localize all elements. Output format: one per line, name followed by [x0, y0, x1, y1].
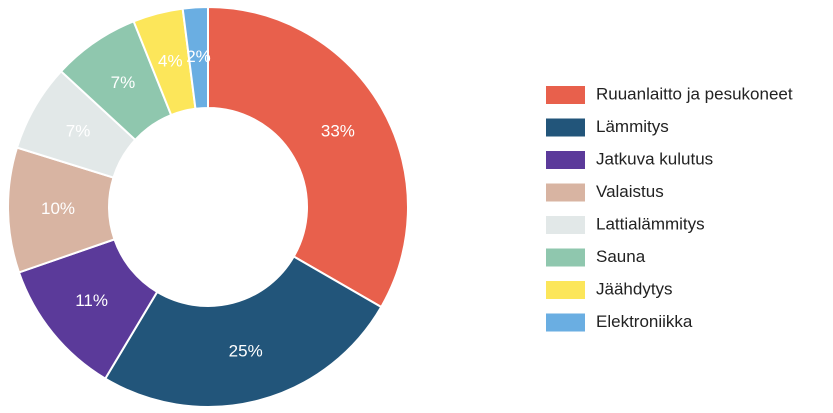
- legend-swatch: [546, 118, 585, 137]
- legend-swatch: [546, 313, 585, 332]
- slice-label: 25%: [229, 342, 263, 361]
- legend-label: Jäähdytys: [596, 279, 673, 298]
- slice-label: 7%: [111, 73, 136, 92]
- slice-label: 2%: [186, 47, 211, 66]
- donut-slice: [207, 5, 409, 309]
- legend-swatch: [546, 183, 585, 202]
- legend-label: Elektroniikka: [596, 312, 693, 331]
- legend-swatch: [546, 216, 585, 234]
- legend-swatch: [546, 86, 585, 104]
- legend-swatch: [546, 248, 585, 267]
- legend-label: Valaistus: [596, 182, 664, 201]
- slice-label: 33%: [321, 121, 355, 140]
- legend-label: Sauna: [596, 247, 646, 266]
- legend-swatch: [546, 281, 585, 299]
- legend-label: Lämmitys: [596, 117, 669, 136]
- legend-label: Ruuanlaitto ja pesukoneet: [596, 84, 793, 103]
- legend-label: Jatkuva kulutus: [596, 149, 713, 168]
- legend-swatch: [546, 151, 585, 169]
- donut-slice: [103, 255, 383, 408]
- slice-label: 10%: [41, 199, 75, 218]
- donut-slice: [181, 5, 209, 110]
- slice-label: 4%: [158, 51, 183, 70]
- legend-label: Lattialämmitys: [596, 214, 705, 233]
- slice-label: 11%: [75, 291, 108, 310]
- slice-label: 7%: [66, 121, 91, 140]
